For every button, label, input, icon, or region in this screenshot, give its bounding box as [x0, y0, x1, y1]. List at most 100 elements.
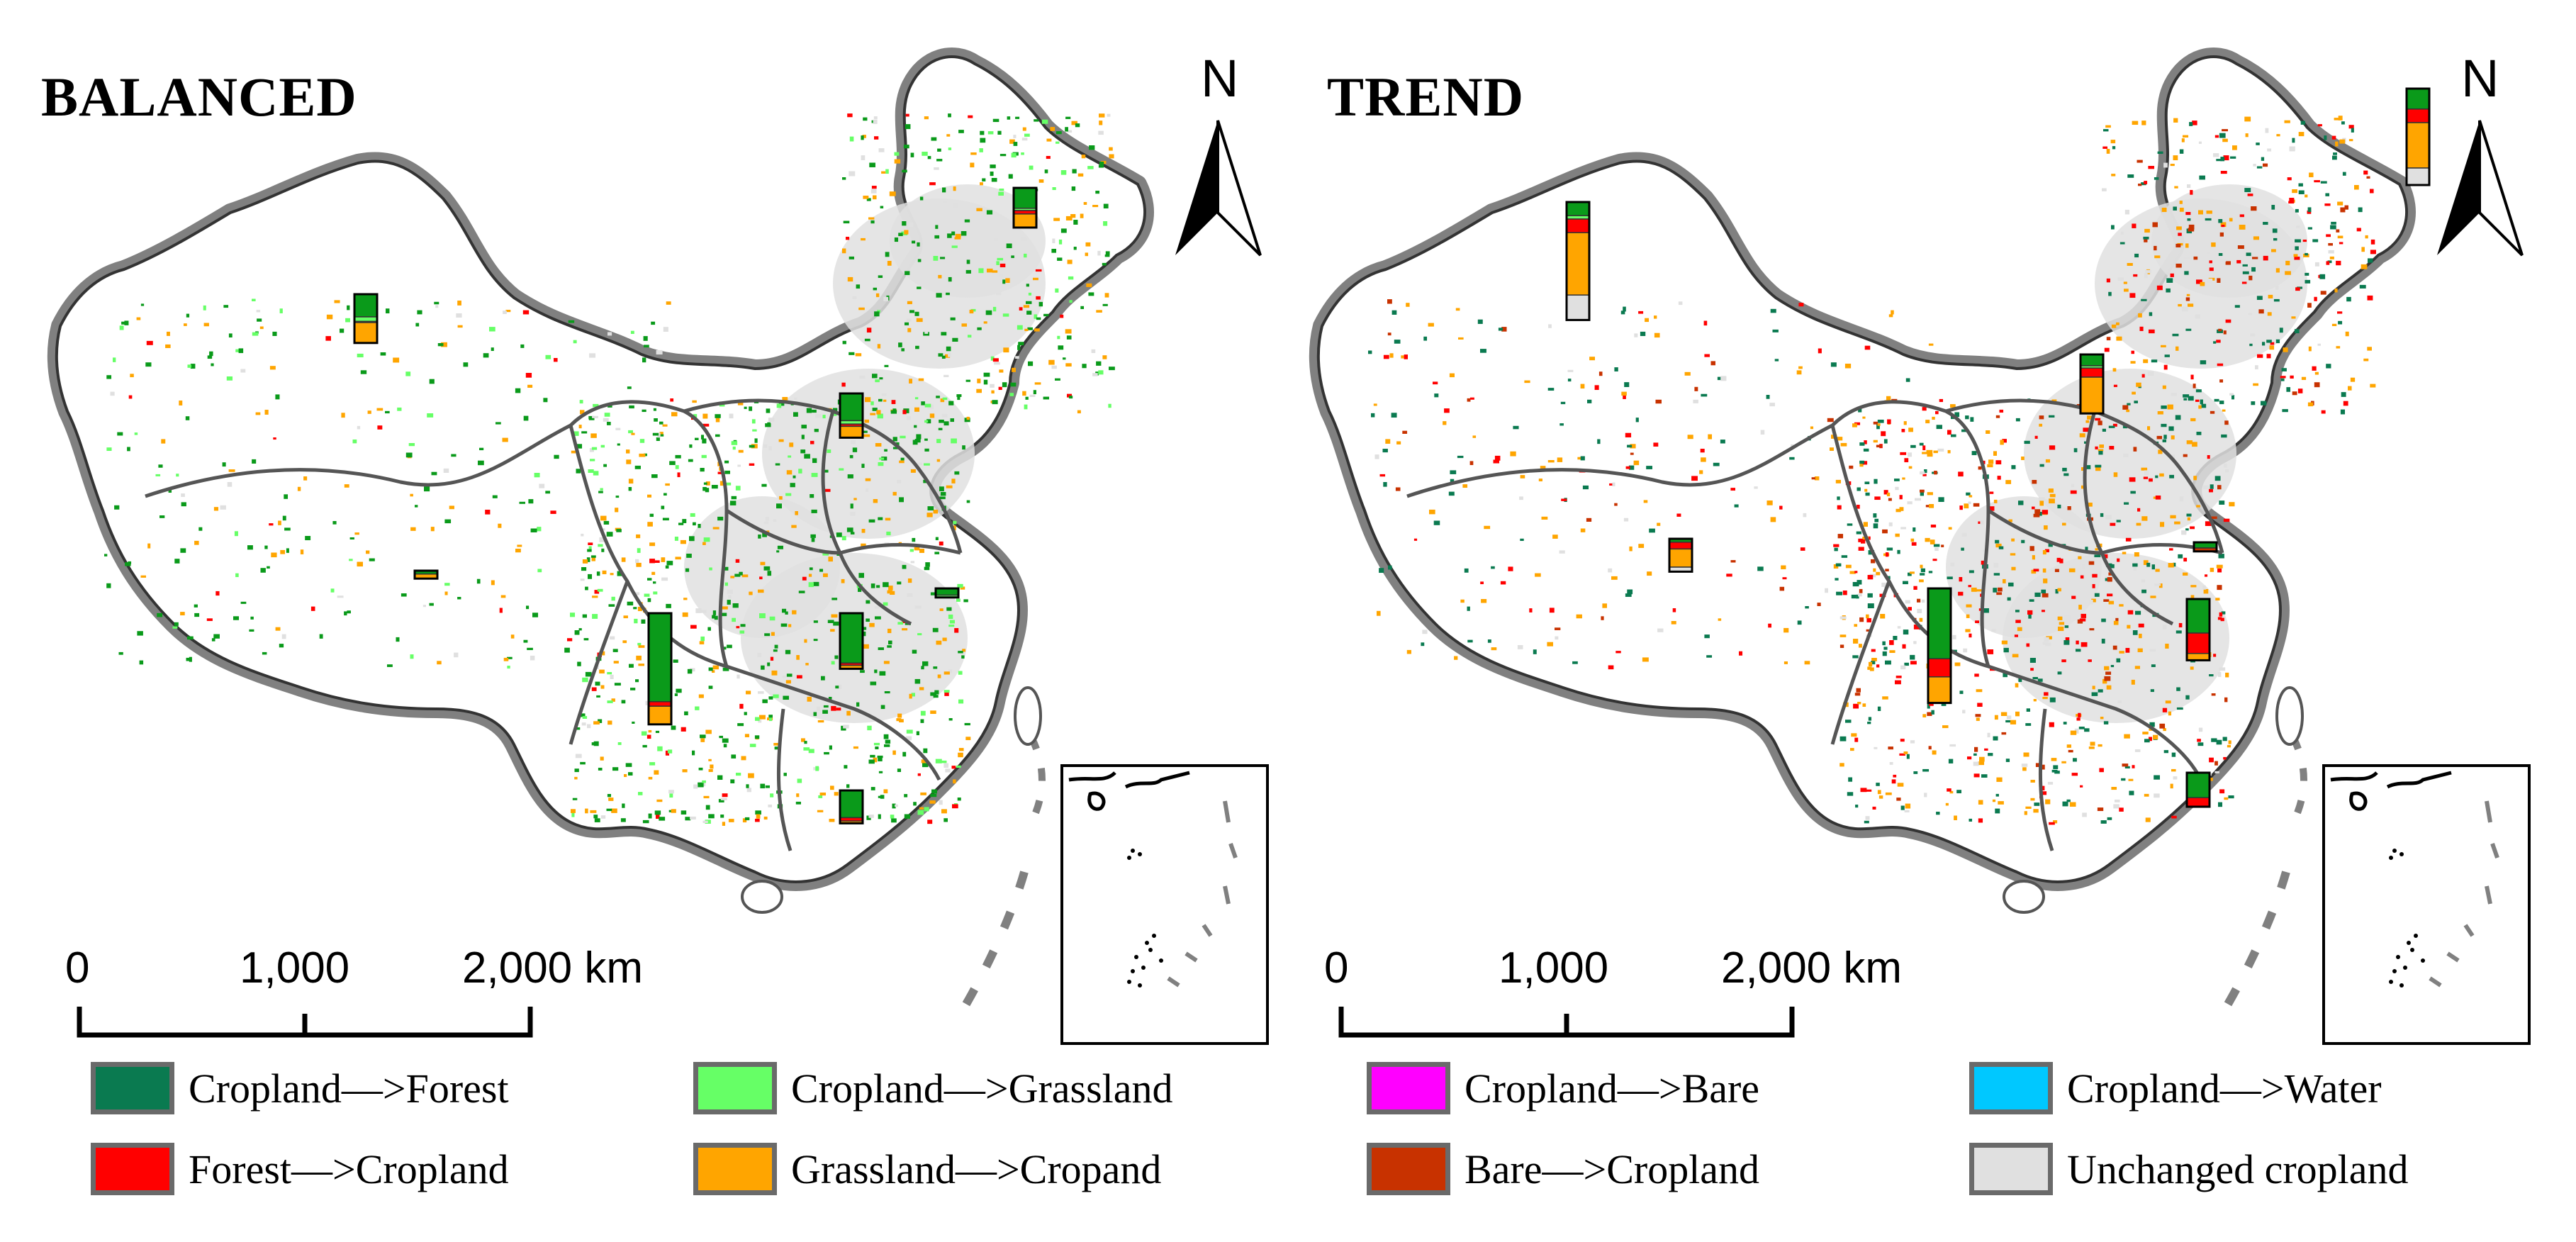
- change-pixel: [1002, 382, 1007, 388]
- change-pixel: [2145, 269, 2151, 274]
- change-pixel: [2225, 261, 2231, 265]
- change-pixel: [870, 401, 874, 405]
- change-pixel: [939, 541, 943, 546]
- change-pixel: [667, 749, 673, 754]
- legend-swatch: [1969, 1143, 2053, 1195]
- change-pixel: [948, 614, 953, 620]
- change-pixel: [970, 162, 975, 168]
- change-pixel: [2087, 415, 2093, 420]
- change-pixel: [977, 379, 981, 384]
- change-pixel: [1068, 396, 1073, 399]
- change-pixel: [2368, 258, 2373, 263]
- change-pixel: [2095, 418, 2101, 421]
- change-pixel: [870, 681, 877, 686]
- change-pixel: [2187, 218, 2191, 221]
- change-pixel: [863, 434, 870, 437]
- change-pixel: [1874, 496, 1881, 500]
- change-pixel: [337, 595, 344, 598]
- change-pixel: [2342, 172, 2346, 176]
- change-pixel: [2166, 288, 2171, 293]
- change-pixel: [341, 413, 345, 418]
- change-pixel: [909, 379, 913, 384]
- change-pixel: [1998, 546, 2004, 549]
- change-pixel: [1379, 474, 1386, 477]
- change-pixel: [2081, 613, 2086, 618]
- change-pixel: [2079, 618, 2086, 622]
- change-pixel: [275, 394, 280, 400]
- change-pixel: [1931, 710, 1934, 715]
- change-pixel: [1067, 393, 1073, 398]
- change-pixel: [410, 493, 413, 497]
- change-pixel: [2137, 648, 2143, 653]
- change-pixel: [1559, 550, 1565, 554]
- change-pixel: [1900, 739, 1905, 742]
- change-pixel: [1954, 412, 1960, 418]
- change-pixel: [877, 755, 883, 759]
- change-pixel: [2271, 205, 2275, 210]
- change-pixel: [554, 454, 559, 459]
- change-pixel: [185, 416, 190, 420]
- change-pixel: [2144, 228, 2150, 233]
- change-pixel: [1920, 573, 1925, 576]
- change-pixel: [768, 446, 773, 451]
- change-pixel: [2206, 211, 2212, 214]
- change-pixel: [2172, 333, 2179, 337]
- change-pixel: [809, 567, 813, 571]
- change-pixel: [997, 257, 1004, 261]
- change-pixel: [842, 177, 846, 180]
- change-pixel: [2307, 207, 2312, 212]
- change-pixel: [2070, 730, 2077, 735]
- change-pixel: [861, 155, 866, 160]
- change-pixel: [2049, 697, 2056, 703]
- change-pixel: [1995, 415, 2000, 418]
- change-pixel: [1962, 710, 1966, 714]
- change-pixel: [776, 503, 783, 509]
- change-pixel: [661, 505, 665, 510]
- change-pixel: [639, 439, 645, 443]
- scale-label-0: 0: [65, 944, 90, 992]
- change-pixel: [2047, 781, 2054, 785]
- change-pixel: [2289, 146, 2295, 152]
- change-pixel: [754, 735, 760, 739]
- change-pixel: [1973, 753, 1977, 756]
- change-pixel: [578, 628, 582, 631]
- legend-right: Cropland—>Bare Cropland—>Water Bare—>Cro…: [1367, 1060, 2576, 1216]
- change-pixel: [849, 171, 856, 177]
- change-pixel: [2170, 273, 2174, 277]
- change-pixel: [2222, 129, 2229, 132]
- change-pixel: [2034, 802, 2040, 806]
- bar-southwest: [1927, 587, 1952, 705]
- change-pixel: [326, 314, 333, 320]
- change-pixel: [2001, 640, 2007, 644]
- change-pixel: [990, 384, 995, 388]
- change-pixel: [545, 491, 551, 494]
- legend-swatch: [693, 1062, 777, 1114]
- change-pixel: [1797, 620, 1802, 625]
- change-pixel: [2117, 277, 2124, 281]
- change-pixel: [186, 657, 192, 661]
- change-pixel: [1429, 509, 1435, 515]
- change-pixel: [941, 760, 947, 763]
- change-pixel: [2106, 685, 2112, 690]
- change-pixel: [2043, 578, 2048, 583]
- change-pixel: [860, 670, 865, 673]
- change-pixel: [878, 795, 882, 798]
- change-pixel: [897, 581, 902, 585]
- change-pixel: [1920, 564, 1923, 569]
- change-pixel: [909, 693, 912, 699]
- change-pixel: [485, 510, 491, 515]
- change-pixel: [1614, 367, 1618, 371]
- change-pixel: [822, 710, 828, 714]
- change-pixel: [2067, 506, 2071, 510]
- change-pixel: [233, 616, 240, 620]
- change-pixel: [868, 815, 874, 818]
- change-pixel: [2197, 739, 2201, 742]
- change-pixel: [671, 725, 676, 730]
- change-pixel: [269, 366, 276, 370]
- change-pixel: [1654, 315, 1657, 319]
- change-pixel: [785, 649, 791, 654]
- change-pixel: [1008, 174, 1013, 179]
- change-pixel: [1969, 570, 1974, 574]
- change-pixel: [128, 395, 133, 399]
- change-pixel: [444, 519, 452, 524]
